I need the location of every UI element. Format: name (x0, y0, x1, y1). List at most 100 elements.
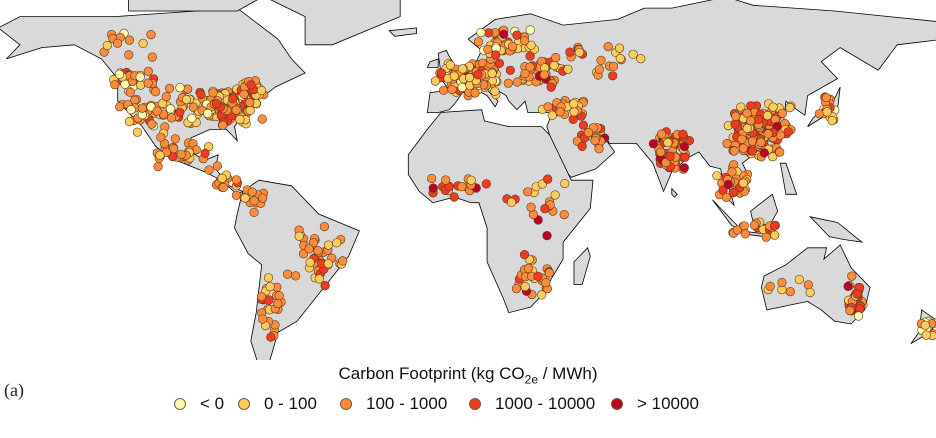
plant-point (727, 167, 737, 177)
plant-point (473, 70, 483, 80)
plant-point (821, 93, 832, 103)
plant-point (777, 277, 787, 288)
plant-point (143, 78, 153, 88)
plant-point (853, 311, 864, 321)
plant-point (574, 47, 585, 58)
plant-point (204, 165, 214, 175)
plant-point (614, 43, 625, 53)
plant-point (263, 273, 274, 283)
plant-point (228, 94, 238, 104)
plant-point (218, 120, 228, 130)
landmass-madagascar (573, 247, 591, 285)
plant-point (132, 127, 142, 137)
plant-point (665, 151, 675, 161)
plant-point (231, 190, 241, 200)
plant-point (175, 107, 185, 117)
plant-point (124, 50, 134, 60)
plant-point (137, 103, 147, 113)
plant-point (769, 221, 780, 231)
plant-point (555, 107, 565, 117)
plant-point (569, 107, 579, 117)
legend-label: 0 - 100 (264, 394, 317, 413)
plant-point (563, 64, 573, 74)
plant-point (470, 88, 480, 98)
plant-point (526, 202, 536, 212)
plant-point (102, 40, 112, 51)
plant-point (490, 86, 500, 96)
legend-swatch (469, 398, 481, 410)
plant-point (211, 98, 221, 109)
plant-point (169, 144, 179, 154)
plant-point (217, 173, 227, 183)
plant-point (747, 146, 758, 156)
plant-point (525, 25, 535, 35)
legend-item-100-1000: 100 - 1000 (340, 394, 447, 414)
plant-point (852, 289, 862, 299)
plant-point (663, 138, 673, 148)
plant-point (827, 115, 837, 126)
plant-point (235, 114, 245, 125)
plant-point (156, 132, 166, 142)
plant-point (143, 66, 153, 76)
plant-point (537, 290, 547, 300)
landmass-iceland (388, 27, 417, 37)
plant-point (115, 102, 125, 112)
plant-point (170, 134, 180, 144)
plant-point (569, 99, 579, 109)
plant-point (487, 68, 497, 78)
plant-point (449, 71, 459, 81)
plant-point (183, 84, 193, 94)
plant-point (737, 134, 747, 144)
plant-point (768, 152, 778, 162)
plant-point (319, 222, 330, 232)
plant-point (481, 179, 491, 189)
landmass-ireland (426, 58, 439, 68)
plant-point (775, 147, 785, 157)
plant-point (794, 274, 804, 285)
plant-point (803, 280, 813, 290)
plant-point (428, 183, 438, 193)
legend-swatch (611, 398, 623, 410)
plant-point (785, 287, 795, 297)
plant-point (494, 58, 505, 69)
plant-point (165, 104, 176, 114)
plant-point (520, 68, 530, 79)
plant-point (768, 102, 778, 112)
plant-point (523, 187, 533, 197)
plant-point (730, 119, 740, 129)
plant-point (338, 256, 348, 266)
plant-point (519, 36, 530, 46)
plant-point (753, 114, 764, 124)
plant-point (249, 196, 259, 206)
plant-point (756, 137, 766, 147)
plant-point (305, 257, 315, 268)
plant-point (550, 190, 560, 200)
plant-point (114, 69, 125, 79)
plant-point (212, 161, 222, 171)
plant-point (161, 91, 171, 102)
plant-point (722, 139, 732, 149)
plant-point (126, 105, 136, 115)
plant-point (323, 259, 333, 269)
plant-point (124, 116, 134, 127)
plant-point (266, 332, 276, 342)
plant-point (805, 287, 815, 298)
plant-point (138, 38, 148, 49)
plant-point (507, 41, 518, 52)
plant-point (304, 244, 314, 254)
plant-point (533, 271, 543, 281)
legend-swatch (174, 398, 186, 410)
plant-point (165, 83, 175, 93)
plant-point (742, 108, 752, 118)
legend-title-prefix: Carbon Footprint (kg CO (338, 364, 525, 383)
plant-point (239, 89, 249, 99)
plant-point (738, 178, 748, 188)
plant-point (176, 149, 186, 159)
plant-point (152, 106, 162, 116)
plant-point (560, 178, 570, 189)
plant-point (608, 61, 619, 72)
plant-point (678, 129, 688, 139)
plant-point (110, 80, 120, 90)
plant-point (449, 192, 459, 202)
plant-point (503, 78, 513, 88)
